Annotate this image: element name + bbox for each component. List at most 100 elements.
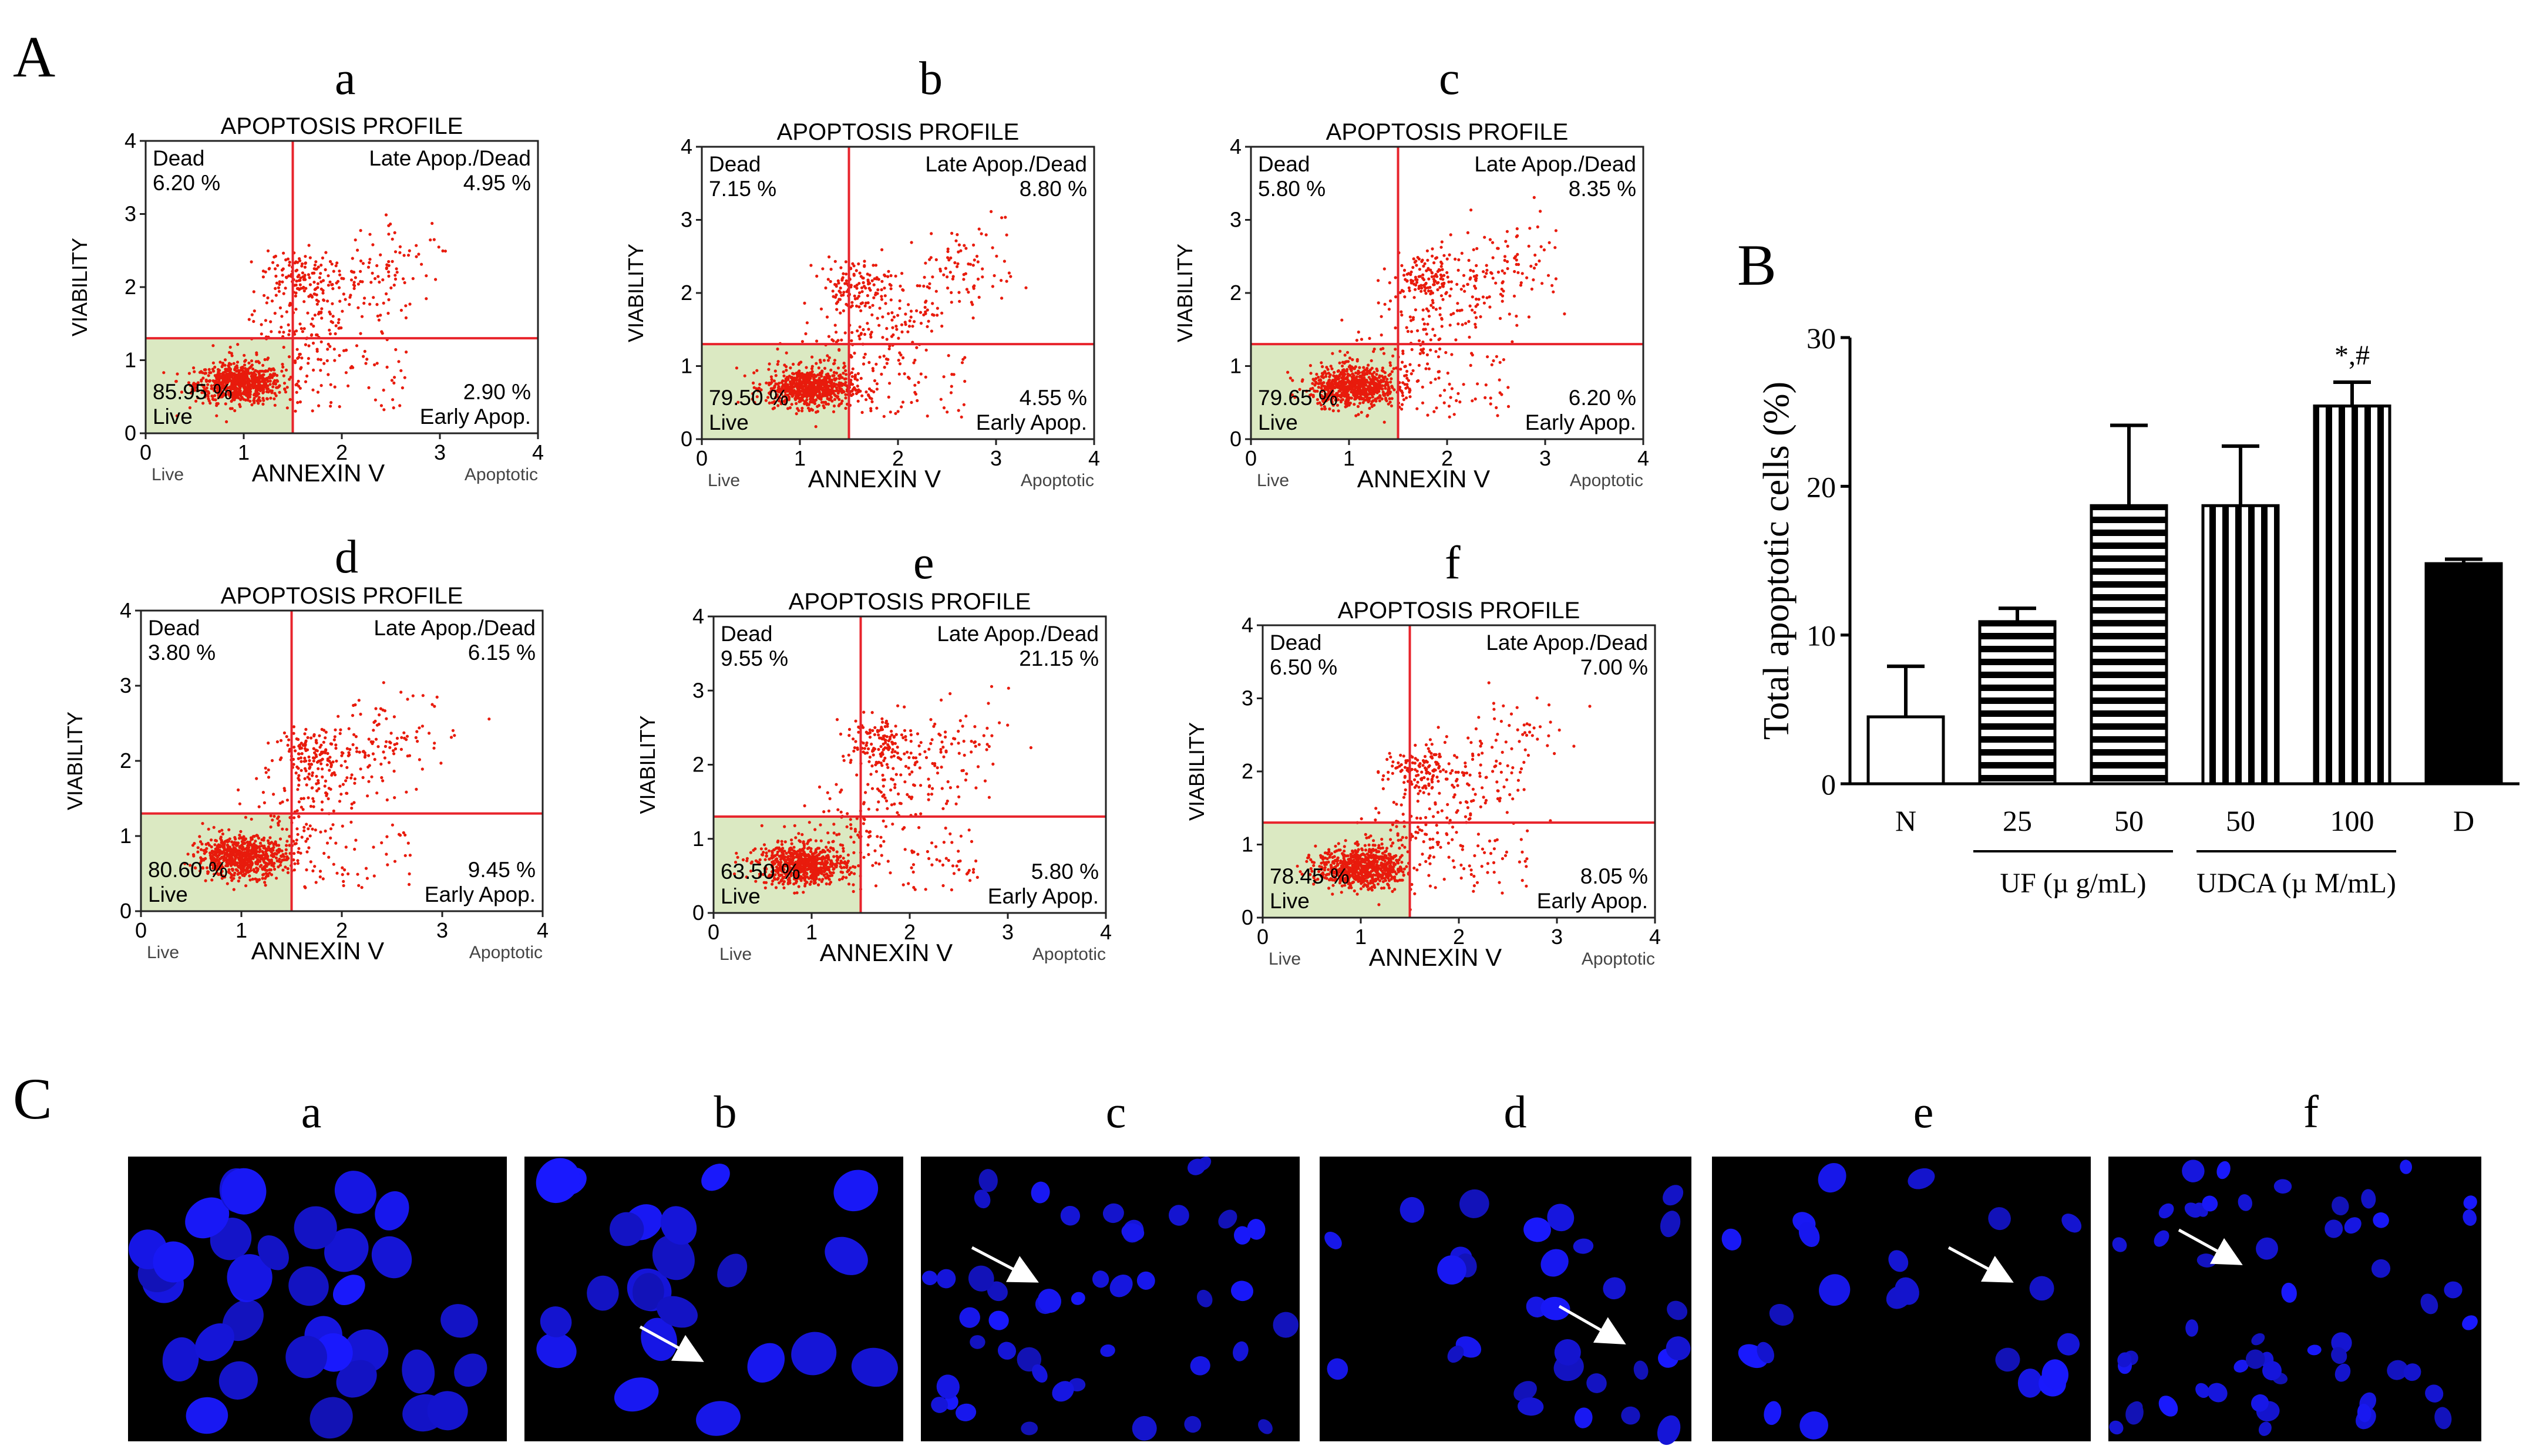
event-dot bbox=[1414, 288, 1417, 291]
event-dot bbox=[792, 385, 796, 389]
event-dot bbox=[951, 275, 955, 278]
event-dot bbox=[1360, 376, 1364, 379]
event-dot bbox=[288, 397, 292, 402]
event-dot bbox=[898, 306, 901, 310]
event-dot bbox=[1411, 316, 1415, 319]
event-dot bbox=[872, 369, 875, 373]
event-dot bbox=[1382, 352, 1386, 355]
event-dot bbox=[248, 855, 252, 859]
event-dot bbox=[1440, 240, 1444, 244]
event-dot bbox=[751, 392, 755, 396]
event-dot bbox=[1449, 233, 1452, 237]
event-dot bbox=[785, 369, 788, 372]
event-dot bbox=[1467, 258, 1471, 262]
event-dot bbox=[923, 305, 927, 309]
event-dot bbox=[1314, 377, 1318, 380]
event-dot bbox=[295, 348, 299, 351]
event-dot bbox=[338, 405, 341, 409]
event-dot bbox=[1448, 253, 1451, 257]
event-dot bbox=[345, 766, 349, 769]
event-dot bbox=[241, 366, 245, 370]
event-dot bbox=[341, 866, 344, 869]
event-dot bbox=[946, 247, 950, 251]
event-dot bbox=[840, 338, 843, 342]
event-dot bbox=[339, 793, 343, 796]
event-dot bbox=[1370, 359, 1373, 363]
event-dot bbox=[228, 368, 232, 371]
event-dot bbox=[1482, 270, 1485, 274]
event-dot bbox=[357, 699, 361, 702]
event-dot bbox=[1468, 335, 1471, 339]
event-dot bbox=[303, 767, 307, 770]
event-dot bbox=[246, 845, 250, 848]
event-dot bbox=[1501, 299, 1504, 303]
event-dot bbox=[1330, 367, 1334, 370]
event-dot bbox=[287, 355, 291, 359]
event-dot bbox=[894, 274, 897, 278]
y-axis-label: VIABILITY bbox=[68, 238, 92, 336]
event-dot bbox=[374, 707, 378, 710]
event-dot bbox=[382, 301, 385, 305]
event-dot bbox=[869, 409, 873, 413]
event-dot bbox=[1417, 285, 1421, 288]
event-dot bbox=[284, 368, 288, 372]
event-dot bbox=[1004, 215, 1007, 219]
event-dot bbox=[204, 378, 208, 382]
event-dot bbox=[768, 392, 772, 396]
event-dot bbox=[220, 828, 224, 832]
event-dot bbox=[1330, 398, 1333, 402]
event-dot bbox=[772, 406, 776, 410]
event-dot bbox=[1528, 227, 1532, 230]
event-dot bbox=[1414, 259, 1418, 263]
event-dot bbox=[379, 707, 383, 710]
event-dot bbox=[344, 779, 348, 783]
event-dot bbox=[305, 850, 309, 854]
event-dot bbox=[1475, 247, 1479, 250]
event-dot bbox=[235, 842, 238, 847]
x-right-label: Apoptotic bbox=[469, 943, 543, 962]
event-dot bbox=[1408, 363, 1412, 366]
event-dot bbox=[1456, 392, 1460, 395]
event-dot bbox=[825, 402, 828, 406]
event-dot bbox=[225, 375, 228, 378]
event-dot bbox=[972, 287, 975, 290]
event-dot bbox=[863, 259, 866, 263]
event-dot bbox=[1358, 402, 1362, 405]
event-dot bbox=[1469, 268, 1472, 272]
event-dot bbox=[1341, 364, 1344, 368]
event-dot bbox=[1456, 268, 1460, 272]
event-dot bbox=[262, 373, 265, 377]
event-dot bbox=[277, 289, 281, 293]
event-dot bbox=[312, 281, 316, 284]
event-dot bbox=[250, 817, 253, 821]
event-dot bbox=[381, 332, 384, 335]
event-dot bbox=[285, 386, 289, 389]
event-dot bbox=[1336, 398, 1340, 402]
event-dot bbox=[312, 756, 317, 760]
event-dot bbox=[385, 798, 389, 802]
event-dot bbox=[1414, 308, 1417, 312]
event-dot bbox=[307, 357, 311, 360]
event-dot bbox=[817, 388, 820, 392]
event-dot bbox=[1323, 407, 1327, 411]
quadrant-dead-value: 5.80 % bbox=[1258, 177, 1326, 201]
event-dot bbox=[1404, 386, 1408, 390]
event-dot bbox=[315, 749, 319, 753]
event-dot bbox=[304, 343, 308, 346]
event-dot bbox=[1358, 366, 1361, 369]
event-dot bbox=[792, 372, 796, 376]
event-dot bbox=[843, 377, 846, 381]
event-dot bbox=[1411, 265, 1415, 269]
event-dot bbox=[221, 386, 225, 390]
event-dot bbox=[788, 396, 791, 400]
event-dot bbox=[869, 333, 872, 336]
event-dot bbox=[216, 402, 220, 406]
event-dot bbox=[341, 824, 344, 828]
event-dot bbox=[252, 290, 255, 294]
event-dot bbox=[316, 282, 320, 285]
event-dot bbox=[735, 366, 738, 370]
event-dot bbox=[872, 296, 876, 299]
event-dot bbox=[874, 362, 878, 366]
event-dot bbox=[408, 249, 411, 252]
event-dot bbox=[244, 370, 248, 373]
